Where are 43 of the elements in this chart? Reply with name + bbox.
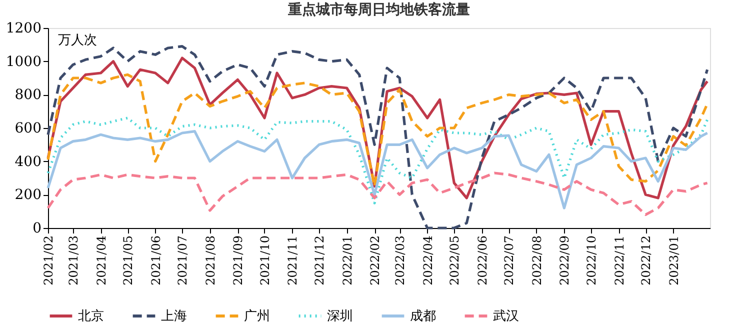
- y-tick-label: 600: [14, 120, 42, 136]
- legend-label: 广州: [244, 309, 270, 324]
- x-tick-label: 2022/03: [393, 236, 408, 286]
- x-tick-label: 2022/08: [530, 236, 544, 286]
- x-tick-label: 2022/12: [639, 236, 654, 286]
- x-tick-label: 2021/07: [176, 236, 190, 286]
- legend-label: 北京: [78, 309, 104, 324]
- x-tick-label: 2022/11: [612, 236, 626, 286]
- x-tick-label: 2021/06: [148, 236, 163, 286]
- x-tick-label: 2022/07: [502, 236, 516, 286]
- line-series: [46, 116, 709, 204]
- x-tick-label: 2022/01: [340, 236, 354, 286]
- x-tick-label: 2021/08: [203, 236, 218, 286]
- x-tick-label: 2023/01: [666, 236, 681, 286]
- x-tick-label: 2021/04: [94, 235, 108, 286]
- y-tick-label: 800: [14, 87, 42, 104]
- y-axis-title: 万人次: [58, 33, 97, 48]
- x-tick-label: 2022/02: [368, 236, 382, 286]
- y-tick-label: 0: [32, 220, 42, 236]
- y-tick-label: 400: [14, 154, 42, 170]
- x-tick-label: 2021/03: [66, 236, 81, 286]
- x-tick-label: 2022/04: [420, 235, 435, 286]
- x-tick-label: 2022/09: [558, 236, 572, 286]
- legend-label: 成都: [410, 309, 436, 324]
- x-tick-label: 2021/09: [231, 236, 246, 286]
- x-tick-label: 2022/10: [584, 236, 599, 286]
- y-tick-label: 1000: [6, 54, 42, 70]
- x-tick-label: 2021/11: [286, 236, 300, 286]
- legend-label: 武汉: [493, 309, 519, 324]
- chart-title: 重点城市每周日均地铁客流量: [287, 1, 470, 18]
- legend-label: 上海: [161, 309, 187, 324]
- y-tick-label: 1200: [6, 20, 42, 36]
- line-series: [46, 73, 709, 188]
- x-tick-label: 2022/06: [475, 236, 490, 286]
- y-tick-label: 200: [14, 187, 42, 204]
- x-tick-label: 2021/02: [42, 236, 56, 286]
- x-tick-label: 2021/10: [258, 236, 272, 286]
- line-series: [46, 172, 709, 216]
- x-tick-label: 2021/12: [312, 236, 327, 286]
- x-tick-label: 2021/05: [121, 236, 136, 286]
- legend-label: 深圳: [327, 309, 353, 324]
- line-series: [46, 130, 709, 210]
- x-tick-label: 2022/05: [448, 236, 462, 286]
